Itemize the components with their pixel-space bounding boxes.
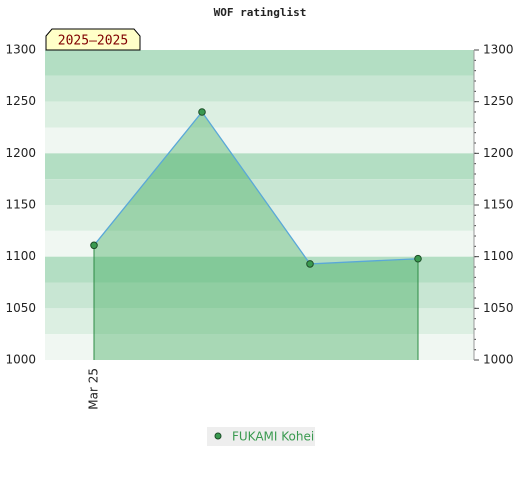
stripe	[45, 75, 474, 102]
label-box	[45, 28, 141, 51]
stripe	[45, 334, 474, 360]
stripe	[45, 308, 474, 335]
y2-tick-label: 1200	[483, 146, 514, 160]
legend-marker	[214, 432, 222, 440]
point	[198, 108, 206, 116]
area	[94, 112, 418, 360]
stripe	[45, 50, 474, 76]
y-tick-label: 1300	[5, 43, 36, 57]
stripe	[45, 256, 474, 283]
stripe	[45, 282, 474, 309]
y-tick-label: 1200	[5, 146, 36, 160]
stripe	[45, 127, 474, 154]
period-label: 2025–2025	[45, 28, 141, 51]
x-tick-label: Mar 25	[87, 368, 101, 410]
y2-tick-label: 1300	[483, 43, 514, 57]
y-tick-label: 1000	[5, 353, 36, 367]
y-tick-label: 1250	[5, 94, 36, 108]
label-text: 2025–2025	[58, 34, 128, 49]
point	[306, 260, 314, 268]
chart-title: WOF ratinglist	[214, 6, 307, 19]
stripe	[45, 101, 474, 128]
y2-tick-label: 1000	[483, 353, 514, 367]
background	[45, 50, 474, 360]
y2-tick-label: 1100	[483, 249, 514, 263]
y2-tick-label: 1050	[483, 301, 514, 315]
legend-item: FUKAMI Kohei	[207, 427, 315, 446]
line	[93, 110, 419, 265]
point	[414, 254, 422, 263]
y-tick-label: 1050	[5, 301, 36, 315]
y-tick-label: 1150	[5, 198, 36, 212]
y-tick-label: 1100	[5, 249, 36, 263]
legend-label: FUKAMI Kohei	[232, 430, 314, 444]
y2-tick-label: 1150	[483, 198, 514, 212]
stripe	[45, 230, 474, 257]
y2-tick-label: 1250	[483, 94, 514, 108]
legend-bg	[207, 427, 315, 446]
stripe	[45, 153, 474, 180]
point	[90, 241, 98, 250]
